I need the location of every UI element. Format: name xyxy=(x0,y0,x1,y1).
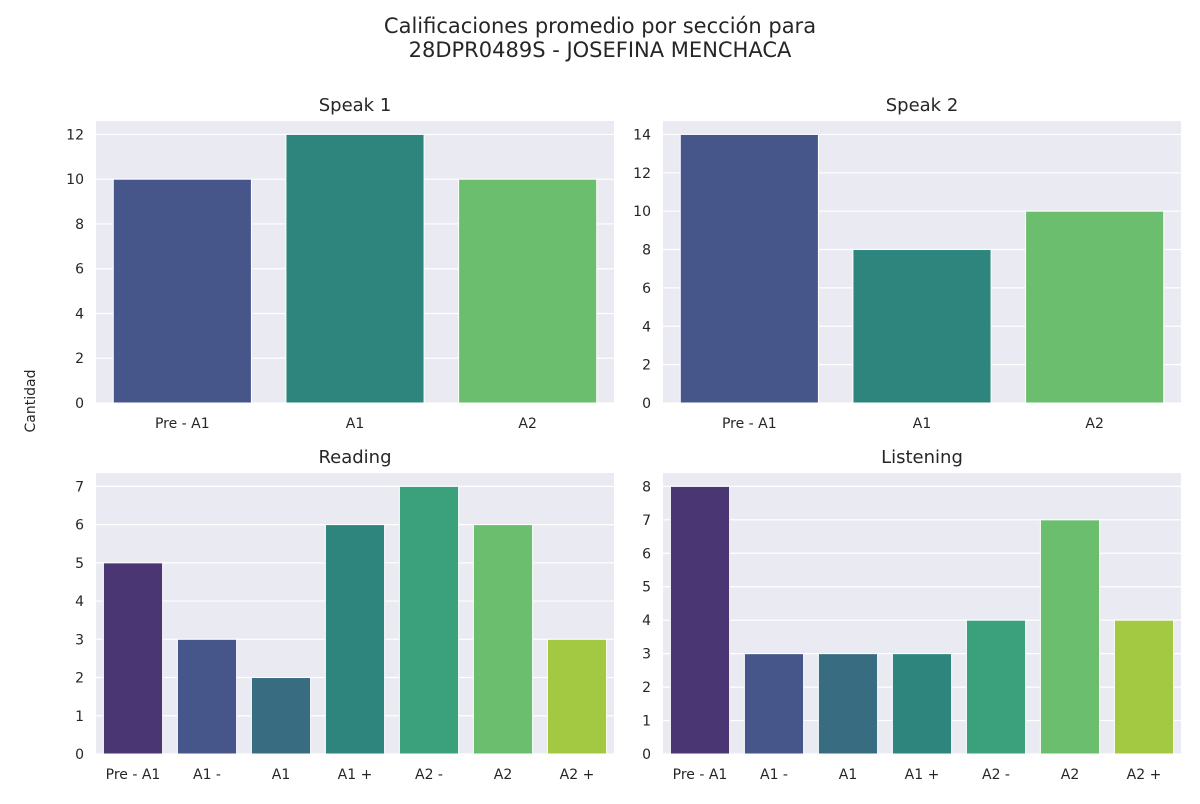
bar-speak-1-1 xyxy=(112,178,252,404)
bar-reading-2 xyxy=(176,638,238,755)
bar-reading-3 xyxy=(250,677,312,755)
y-tick-label: 8 xyxy=(642,243,651,259)
y-tick-label: 2 xyxy=(75,351,84,367)
y-tick-label: 6 xyxy=(75,262,84,278)
y-tick-label: 3 xyxy=(75,632,84,648)
y-tick-label: 3 xyxy=(642,647,651,663)
x-tick-label: A2 + xyxy=(560,767,595,783)
y-tick-label: 6 xyxy=(75,518,84,534)
x-tick-label: A2 - xyxy=(415,767,443,783)
y-tick-label: 0 xyxy=(75,747,84,763)
bar-reading-1 xyxy=(102,562,164,755)
y-tick-label: 5 xyxy=(75,556,84,572)
bar-listening-3 xyxy=(817,653,879,755)
y-tick-label: 8 xyxy=(642,479,651,495)
chart-panel-listening: 0 1 2 3 4 5 6 7 8 Pre - A1 A1 - A1 A1 + A2 - A2 A2 + Lis… xyxy=(642,447,1181,783)
chart-panel-speak-1: 0 2 4 6 8 10 12 Pre - A1 A1 A2 Speak 1 xyxy=(66,95,614,432)
bar-speak-2-1 xyxy=(679,133,819,404)
x-tick-label: A1 xyxy=(346,416,364,432)
y-tick-label: 12 xyxy=(66,127,84,143)
x-tick-label: Pre - A1 xyxy=(722,416,777,432)
y-tick-label: 14 xyxy=(633,127,651,143)
bar-reading-4 xyxy=(324,524,386,755)
y-tick-label: 6 xyxy=(642,281,651,297)
x-tick-label: A2 - xyxy=(982,767,1010,783)
y-tick-label: 10 xyxy=(66,172,84,188)
x-tick-label: A2 + xyxy=(1127,767,1162,783)
chart-panel-speak-2: 0 2 4 6 8 10 12 14 Pre - A1 A1 A2 Speak 2 xyxy=(633,95,1181,432)
x-tick-label: A2 xyxy=(1085,416,1103,432)
y-tick-label: 0 xyxy=(75,396,84,412)
bar-reading-7 xyxy=(546,638,608,755)
bar-listening-1 xyxy=(669,485,731,755)
x-tick-label: Pre - A1 xyxy=(673,767,728,783)
y-tick-label: 1 xyxy=(642,714,651,730)
y-tick-label: 0 xyxy=(642,396,651,412)
x-tick-label: A1 - xyxy=(760,767,788,783)
chart-title-speak-2: Speak 2 xyxy=(886,95,959,116)
y-tick-label: 4 xyxy=(642,319,651,335)
y-tick-label: 7 xyxy=(75,479,84,495)
chart-title-listening: Listening xyxy=(881,447,963,468)
x-tick-label: A1 xyxy=(272,767,290,783)
y-tick-label: 10 xyxy=(633,204,651,220)
y-tick-label: 12 xyxy=(633,166,651,182)
bar-reading-6 xyxy=(472,524,534,755)
y-tick-label: 0 xyxy=(642,747,651,763)
chart-panel-reading: 0 1 2 3 4 5 6 7 Pre - A1 A1 - A1 A1 + A2 - A2 A2 + Read… xyxy=(75,447,614,783)
y-tick-label: 4 xyxy=(75,306,84,322)
bar-speak-1-3 xyxy=(458,178,598,404)
bar-listening-6 xyxy=(1039,519,1101,755)
x-tick-label: A2 xyxy=(494,767,512,783)
bar-listening-4 xyxy=(891,653,953,755)
y-axis-label: Cantidad xyxy=(23,369,39,433)
y-tick-label: 5 xyxy=(642,580,651,596)
x-tick-label: A1 + xyxy=(338,767,373,783)
bar-listening-5 xyxy=(965,619,1027,755)
y-tick-label: 8 xyxy=(75,217,84,233)
x-tick-label: Pre - A1 xyxy=(155,416,210,432)
y-tick-label: 2 xyxy=(75,671,84,687)
x-tick-label: A1 - xyxy=(193,767,221,783)
bar-listening-7 xyxy=(1113,619,1175,755)
x-tick-label: A1 xyxy=(839,767,857,783)
y-tick-label: 2 xyxy=(642,358,651,374)
y-tick-label: 7 xyxy=(642,513,651,529)
y-tick-label: 4 xyxy=(75,594,84,610)
x-tick-label: A2 xyxy=(1061,767,1079,783)
y-tick-label: 1 xyxy=(75,709,84,725)
x-tick-label: A1 + xyxy=(905,767,940,783)
y-tick-label: 4 xyxy=(642,613,651,629)
chart-title-speak-1: Speak 1 xyxy=(319,95,392,116)
bar-speak-2-2 xyxy=(852,249,992,404)
x-tick-label: A1 xyxy=(913,416,931,432)
y-tick-label: 6 xyxy=(642,546,651,562)
y-tick-label: 2 xyxy=(642,680,651,696)
bar-listening-2 xyxy=(743,653,805,755)
figure-title-line-2: 28DPR0489S - JOSEFINA MENCHACA xyxy=(408,38,792,62)
chart-title-reading: Reading xyxy=(318,447,391,468)
x-tick-label: A2 xyxy=(518,416,536,432)
x-tick-label: Pre - A1 xyxy=(106,767,161,783)
bar-speak-2-3 xyxy=(1025,210,1165,404)
figure-title-line-1: Calificaciones promedio por sección para xyxy=(383,14,817,38)
bar-speak-1-2 xyxy=(285,133,425,404)
bar-reading-5 xyxy=(398,485,460,755)
